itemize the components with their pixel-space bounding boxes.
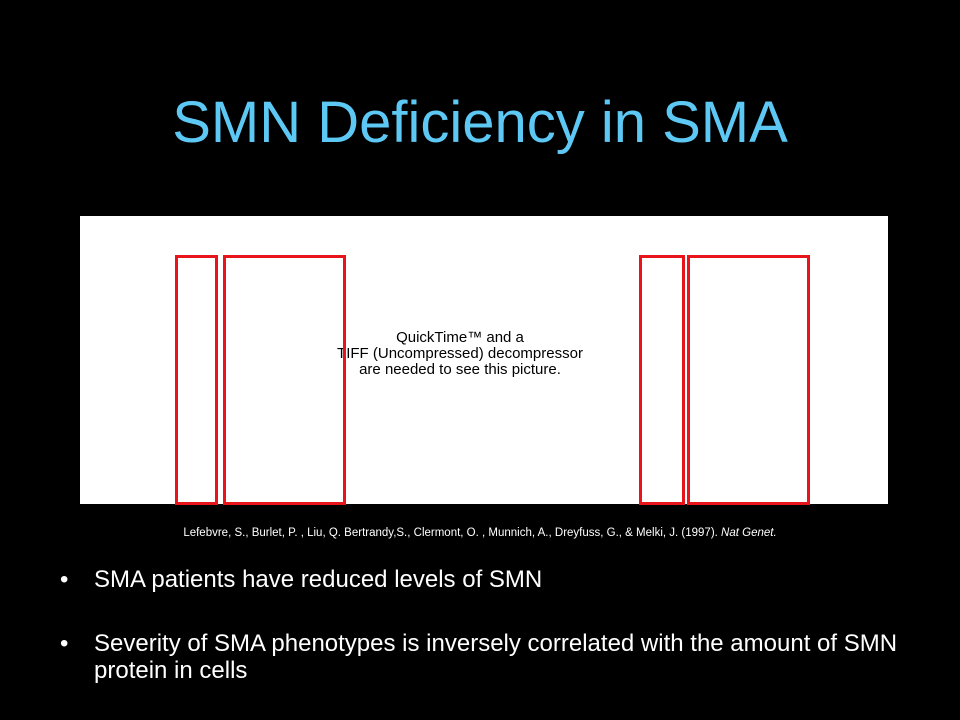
placeholder-line-2: TIFF (Uncompressed) decompressor (337, 345, 583, 362)
highlight-box-3 (639, 255, 685, 505)
placeholder-line-1: QuickTime™ and a (396, 329, 524, 346)
citation-journal: Nat Genet. (721, 527, 777, 539)
citation: Lefebvre, S., Burlet, P. , Liu, Q. Bertr… (0, 526, 960, 540)
bullet-marker: • (60, 566, 69, 593)
highlight-box-1 (175, 255, 218, 505)
bullet-item: • SMA patients have reduced levels of SM… (60, 566, 940, 593)
bullet-marker: • (60, 630, 69, 657)
bullet-text: Severity of SMA phenotypes is inversely … (94, 630, 898, 684)
placeholder-line-3: are needed to see this picture. (359, 361, 561, 378)
highlight-box-4 (687, 255, 810, 505)
highlight-box-2 (223, 255, 346, 505)
bullet-item: • Severity of SMA phenotypes is inversel… (60, 630, 940, 684)
bullet-list: • SMA patients have reduced levels of SM… (60, 566, 940, 684)
bullet-text: SMA patients have reduced levels of SMN (94, 566, 543, 593)
quicktime-placeholder-message: QuickTime™ and a TIFF (Uncompressed) dec… (330, 330, 590, 378)
figure-placeholder-image: QuickTime™ and a TIFF (Uncompressed) dec… (80, 216, 888, 504)
citation-authors: Lefebvre, S., Burlet, P. , Liu, Q. Bertr… (183, 527, 718, 539)
slide-title: SMN Deficiency in SMA (172, 90, 788, 155)
